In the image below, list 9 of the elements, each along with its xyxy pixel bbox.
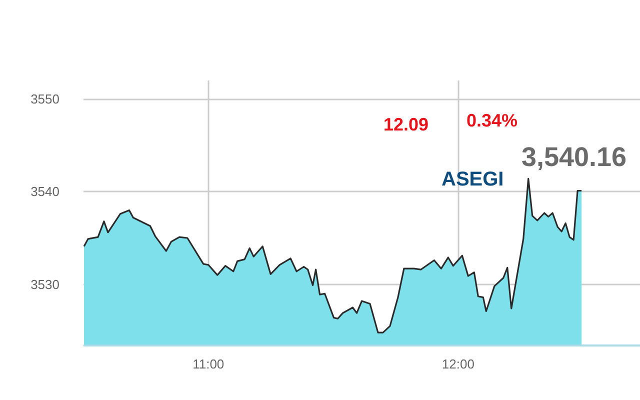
annotation: 0.34% <box>466 110 518 130</box>
y-tick-label: 3530 <box>30 276 60 292</box>
annotation: 12.09 <box>384 114 429 134</box>
annotation: 3,540.16 <box>521 142 627 172</box>
annotation: ASEGI <box>442 168 504 190</box>
y-tick-label: 3540 <box>30 184 60 200</box>
x-tick-label: 12:00 <box>442 356 474 372</box>
x-tick-label: 11:00 <box>192 356 224 372</box>
y-tick-label: 3550 <box>30 92 60 107</box>
